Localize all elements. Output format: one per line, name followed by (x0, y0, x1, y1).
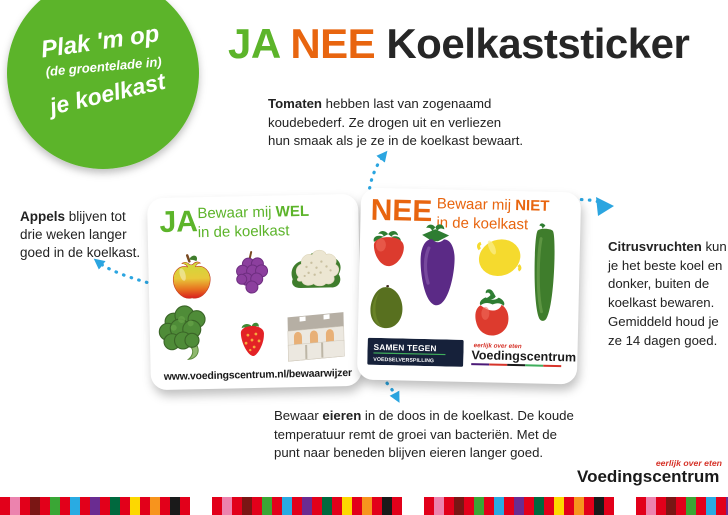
svg-text:SAMEN TEGEN: SAMEN TEGEN (373, 342, 436, 353)
